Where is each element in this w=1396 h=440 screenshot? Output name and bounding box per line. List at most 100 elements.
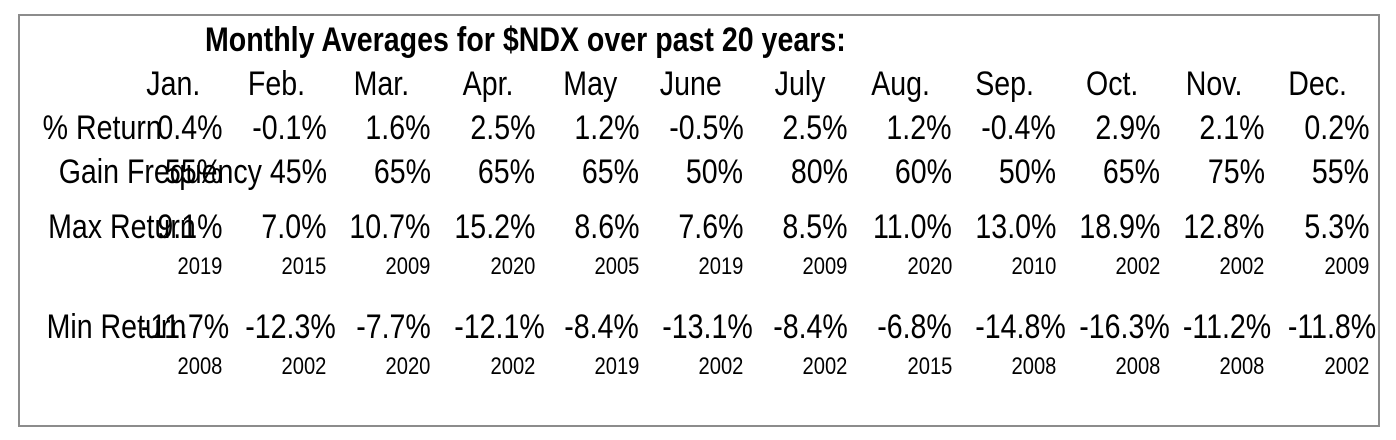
gain-frequency-value: 65% xyxy=(477,153,536,191)
month-header-dec: Dec. xyxy=(1288,65,1347,103)
min-return-year: 2019 xyxy=(594,353,640,380)
max-return-year: 2019 xyxy=(698,253,744,280)
min-return-year: 2015 xyxy=(907,353,952,380)
gain-frequency-value: 45% xyxy=(269,153,327,191)
gain-frequency-value: 50% xyxy=(999,153,1057,191)
pct-return-value: 2.1% xyxy=(1199,109,1265,147)
max-return-year: 2009 xyxy=(1324,253,1369,280)
month-header-mar: Mar. xyxy=(353,65,409,103)
month-header-nov: Nov. xyxy=(1186,65,1243,103)
max-return-year: 2002 xyxy=(1115,253,1161,280)
max-return-year: 2019 xyxy=(177,253,223,280)
max-return-value: 12.8% xyxy=(1183,208,1265,246)
row-label-max-return: Max Return xyxy=(48,208,196,246)
seasonality-table: Monthly Averages for $NDX over past 20 y… xyxy=(20,18,1376,385)
pct-return-value: -0.1% xyxy=(252,109,327,147)
table-title: Monthly Averages for $NDX over past 20 y… xyxy=(205,21,846,59)
row-label-pct-return: % Return xyxy=(42,109,162,147)
gain-frequency-value: 65% xyxy=(582,153,640,191)
min-return-year: 2008 xyxy=(1011,353,1057,380)
gain-frequency-value: 80% xyxy=(790,153,848,191)
max-return-value: 15.2% xyxy=(454,208,536,246)
max-return-year: 2002 xyxy=(1219,253,1265,280)
pct-return-value: 1.2% xyxy=(574,109,640,147)
min-return-value: -11.2% xyxy=(1183,308,1272,346)
pct-return-value: -0.5% xyxy=(668,109,744,147)
min-return-year: 2002 xyxy=(802,353,848,380)
min-return-year: 2020 xyxy=(386,353,431,380)
gain-frequency-value: 55% xyxy=(1311,153,1369,191)
min-return-value: -12.1% xyxy=(454,308,545,346)
row-label-min-return: Min Return xyxy=(46,308,187,346)
max-return-year: 2009 xyxy=(802,253,848,280)
min-return-year: 2002 xyxy=(698,353,744,380)
pct-return-value: 1.6% xyxy=(365,109,431,147)
max-return-year: 2020 xyxy=(490,253,536,280)
min-return-value: -14.8% xyxy=(975,308,1066,346)
max-return-year: 2020 xyxy=(907,253,952,280)
min-return-value: -7.7% xyxy=(356,308,431,346)
pct-return-value: 2.5% xyxy=(782,109,848,147)
min-return-year: 2002 xyxy=(1324,353,1369,380)
month-header-jan: Jan. xyxy=(146,65,201,103)
max-return-value: 18.9% xyxy=(1079,208,1161,246)
month-header-feb: Feb. xyxy=(247,65,305,103)
max-return-years-row: 2019 2015 2009 2020 2005 2019 2009 2020 … xyxy=(20,249,1375,285)
pct-return-value: 2.5% xyxy=(469,109,536,147)
gain-frequency-row: Gain Frequency 55% 45% 65% 65% 65% 50% 8… xyxy=(20,150,1375,194)
min-return-value: -11.7% xyxy=(141,308,230,346)
gain-frequency-value: 65% xyxy=(1103,153,1161,191)
row-label-gain-frequency: Gain Frequency xyxy=(58,153,262,191)
min-return-value: -6.8% xyxy=(877,308,952,346)
max-return-year: 2005 xyxy=(594,253,640,280)
max-return-value: 11.0% xyxy=(873,208,952,246)
min-return-year: 2002 xyxy=(490,353,536,380)
month-header-row: Jan. Feb. Mar. Apr. May June July Aug. S… xyxy=(20,62,1375,106)
min-return-year: 2008 xyxy=(177,353,223,380)
gain-frequency-value: 65% xyxy=(373,153,431,191)
month-header-jun: June xyxy=(659,65,722,103)
gain-frequency-value: 50% xyxy=(686,153,744,191)
pct-return-value: -0.4% xyxy=(981,109,1057,147)
max-return-value: 7.6% xyxy=(678,208,744,246)
month-header-sep: Sep. xyxy=(975,65,1035,103)
max-return-value: 10.7% xyxy=(349,208,431,246)
gain-frequency-value: 55% xyxy=(165,153,223,191)
month-header-oct: Oct. xyxy=(1086,65,1139,103)
min-return-row: Min Return -11.7% -12.3% -7.7% -12.1% -8… xyxy=(20,305,1376,349)
min-return-value: -8.4% xyxy=(773,308,848,346)
max-return-value: 8.6% xyxy=(574,208,640,246)
max-return-value: 9.1% xyxy=(157,208,223,246)
max-return-row: Max Return 9.1% 7.0% 10.7% 15.2% 8.6% 7.… xyxy=(20,205,1375,249)
min-return-year: 2002 xyxy=(281,353,327,380)
max-return-value: 7.0% xyxy=(261,208,327,246)
max-return-value: 8.5% xyxy=(782,208,848,246)
pct-return-value: 1.2% xyxy=(886,109,952,147)
min-return-value: -16.3% xyxy=(1079,308,1170,346)
month-header-may: May xyxy=(563,65,618,103)
min-return-year: 2008 xyxy=(1115,353,1161,380)
max-return-year: 2010 xyxy=(1011,253,1057,280)
max-return-year: 2015 xyxy=(281,253,327,280)
month-header-jul: July xyxy=(774,65,826,103)
spacer-row xyxy=(20,285,1375,305)
max-return-year: 2009 xyxy=(386,253,431,280)
month-header-aug: Aug. xyxy=(871,65,930,103)
pct-return-value: 2.9% xyxy=(1095,109,1161,147)
month-header-apr: Apr. xyxy=(462,65,514,103)
min-return-value: -13.1% xyxy=(662,308,754,346)
min-return-value: -8.4% xyxy=(564,308,640,346)
min-return-value: -11.8% xyxy=(1287,308,1376,346)
min-return-years-row: 2008 2002 2020 2002 2019 2002 2002 2015 … xyxy=(20,349,1375,385)
max-return-value: 13.0% xyxy=(975,208,1057,246)
spacer-row xyxy=(20,194,1375,205)
gain-frequency-value: 75% xyxy=(1207,153,1265,191)
pct-return-value: 0.2% xyxy=(1303,109,1369,147)
pct-return-row: % Return 0.4% -0.1% 1.6% 2.5% 1.2% -0.5%… xyxy=(20,106,1375,150)
max-return-value: 5.3% xyxy=(1303,208,1369,246)
gain-frequency-value: 60% xyxy=(894,153,952,191)
title-row: Monthly Averages for $NDX over past 20 y… xyxy=(20,18,1375,62)
pct-return-value: 0.4% xyxy=(157,109,223,147)
seasonality-table-frame: Monthly Averages for $NDX over past 20 y… xyxy=(18,14,1380,427)
min-return-value: -12.3% xyxy=(245,308,337,346)
